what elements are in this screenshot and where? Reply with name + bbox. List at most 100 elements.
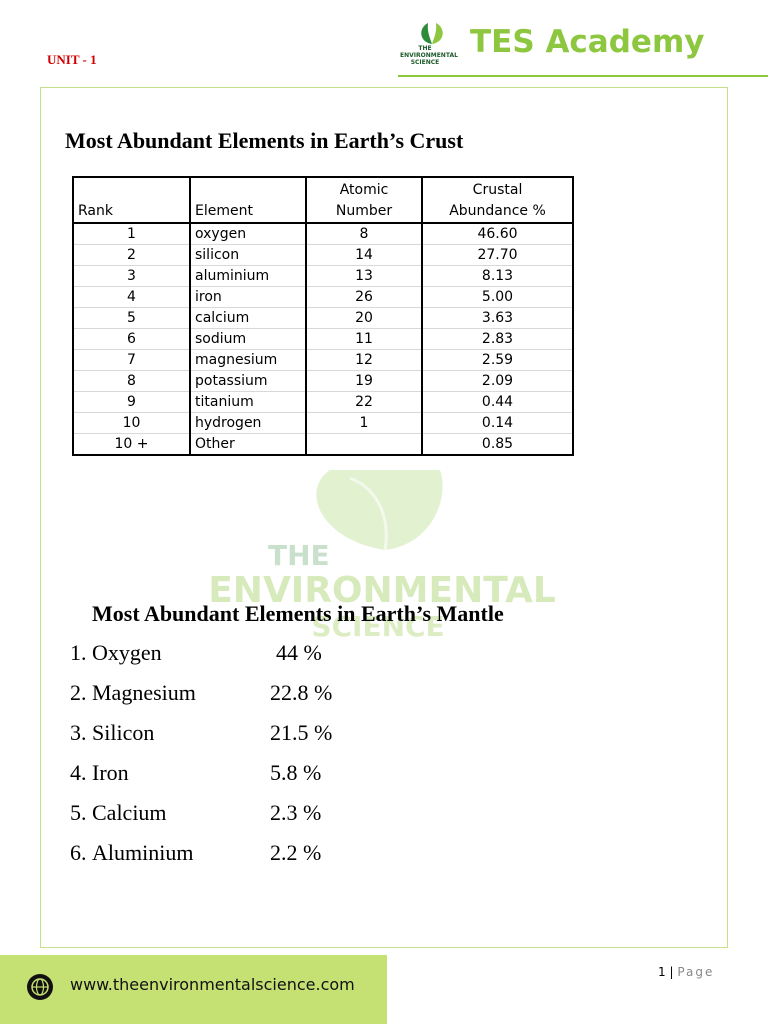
- table-cell: 27.70: [421, 244, 573, 266]
- table-cell: 5: [72, 307, 190, 329]
- table-cell: [305, 433, 422, 456]
- item-value: 5.8 %: [270, 760, 322, 785]
- item-marker: 1.: [70, 640, 87, 665]
- footer-url[interactable]: www.theenvironmentalscience.com: [70, 975, 355, 994]
- table-cell: aluminium: [189, 265, 306, 287]
- section-title: Most Abundant Elements in Earth’s Crust: [65, 128, 464, 153]
- table-cell: 1: [305, 412, 422, 434]
- page-number: 1 | Page: [658, 965, 714, 979]
- table-cell: titanium: [189, 391, 306, 413]
- list-item: 2. Magnesium 22.8 %: [70, 680, 470, 720]
- item-name: Oxygen: [92, 640, 162, 665]
- table-cell: 26: [305, 286, 422, 308]
- item-value: 2.3 %: [270, 800, 322, 825]
- header-line: Crustal: [472, 182, 523, 198]
- table-row: 2 silicon 14 27.70: [72, 244, 573, 266]
- table-cell: 19: [305, 370, 422, 392]
- table-row: 3 aluminium 13 8.13: [72, 265, 573, 287]
- table-cell: calcium: [189, 307, 306, 329]
- logo-icon: [421, 23, 443, 44]
- table-cell: Other: [189, 433, 306, 456]
- table-cell: 2.83: [421, 328, 573, 350]
- logo-line: ENVIRONMENTAL: [400, 52, 458, 59]
- table-cell: 1: [72, 223, 190, 245]
- column-header: Crustal Abundance %: [421, 177, 573, 224]
- table-cell: sodium: [189, 328, 306, 350]
- content-frame: [40, 87, 728, 948]
- table-cell: 8: [72, 370, 190, 392]
- list-item: 5. Calcium 2.3 %: [70, 800, 470, 840]
- table-row: 6 sodium 11 2.83: [72, 328, 573, 350]
- table-cell: silicon: [189, 244, 306, 266]
- table-cell: iron: [189, 286, 306, 308]
- item-marker: 3.: [70, 720, 87, 745]
- item-value: 21.5 %: [270, 720, 333, 745]
- table-cell: 10: [72, 412, 190, 434]
- item-name: Silicon: [92, 720, 155, 745]
- globe-icon: [27, 974, 53, 1000]
- table-row: 8 potassium 19 2.09: [72, 370, 573, 392]
- table-row: 9 titanium 22 0.44: [72, 391, 573, 413]
- table-row: 10 hydrogen 1 0.14: [72, 412, 573, 434]
- section-title: Most Abundant Elements in Earth’s Mantle: [92, 601, 504, 626]
- column-header: Element: [189, 177, 306, 224]
- page-number-value: 1: [658, 965, 666, 979]
- item-value: 44 %: [276, 640, 322, 665]
- table-row: 4 iron 26 5.00: [72, 286, 573, 308]
- table-cell: 11: [305, 328, 422, 350]
- table-cell: 9: [72, 391, 190, 413]
- unit-label: UNIT - 1: [47, 52, 97, 67]
- table-cell: 20: [305, 307, 422, 329]
- table-cell: 4: [72, 286, 190, 308]
- item-name: Magnesium: [92, 680, 196, 705]
- table-cell: magnesium: [189, 349, 306, 371]
- item-value: 22.8 %: [270, 680, 333, 705]
- table-cell: 14: [305, 244, 422, 266]
- table-row: 7 magnesium 12 2.59: [72, 349, 573, 371]
- footer-band: [0, 955, 387, 1024]
- item-name: Calcium: [92, 800, 167, 825]
- table-row: 10 + Other 0.85: [72, 433, 573, 456]
- table-cell: potassium: [189, 370, 306, 392]
- table-cell: 13: [305, 265, 422, 287]
- header-line: Atomic: [339, 182, 389, 198]
- item-name: Iron: [92, 760, 129, 785]
- table-cell: oxygen: [189, 223, 306, 245]
- list-item: 1. Oxygen 44 %: [70, 640, 470, 680]
- table-cell: 0.85: [421, 433, 573, 456]
- table-cell: 3: [72, 265, 190, 287]
- table-cell: 2.59: [421, 349, 573, 371]
- table-cell: 22: [305, 391, 422, 413]
- header-line: Rank: [78, 203, 113, 219]
- list-item: 4. Iron 5.8 %: [70, 760, 470, 800]
- logo-line: THE: [418, 45, 432, 52]
- table-cell: hydrogen: [189, 412, 306, 434]
- column-header: Rank: [72, 177, 190, 224]
- header-rule: [398, 75, 768, 77]
- table-cell: 2.09: [421, 370, 573, 392]
- list-item: 3. Silicon 21.5 %: [70, 720, 470, 760]
- page-separator: |: [669, 965, 674, 979]
- item-name: Aluminium: [92, 840, 194, 865]
- table-cell: 8.13: [421, 265, 573, 287]
- header-line: Number: [335, 203, 393, 219]
- brand: TES Academy: [470, 24, 705, 60]
- page-label: Page: [677, 965, 715, 979]
- table-cell: 0.44: [421, 391, 573, 413]
- logo-line: SCIENCE: [410, 59, 440, 66]
- mantle-list: 1. Oxygen 44 % 2. Magnesium 22.8 % 3. Silicon 21…: [70, 640, 470, 880]
- table-cell: 3.63: [421, 307, 573, 329]
- table-cell: 46.60: [421, 223, 573, 245]
- item-marker: 5.: [70, 800, 87, 825]
- table-cell: 7: [72, 349, 190, 371]
- elements-table: Rank Element Atomic Number Crustal Abundance …: [72, 176, 574, 456]
- table-cell: 5.00: [421, 286, 573, 308]
- item-marker: 6.: [70, 840, 87, 865]
- list-item: 6. Aluminium 2.2 %: [70, 840, 470, 880]
- table-cell: 0.14: [421, 412, 573, 434]
- table-row: 1 oxygen 8 46.60: [72, 223, 573, 245]
- item-marker: 2.: [70, 680, 87, 705]
- table-cell: 10 +: [72, 433, 190, 456]
- header-line: Abundance %: [449, 203, 546, 219]
- column-header: Atomic Number: [305, 177, 422, 224]
